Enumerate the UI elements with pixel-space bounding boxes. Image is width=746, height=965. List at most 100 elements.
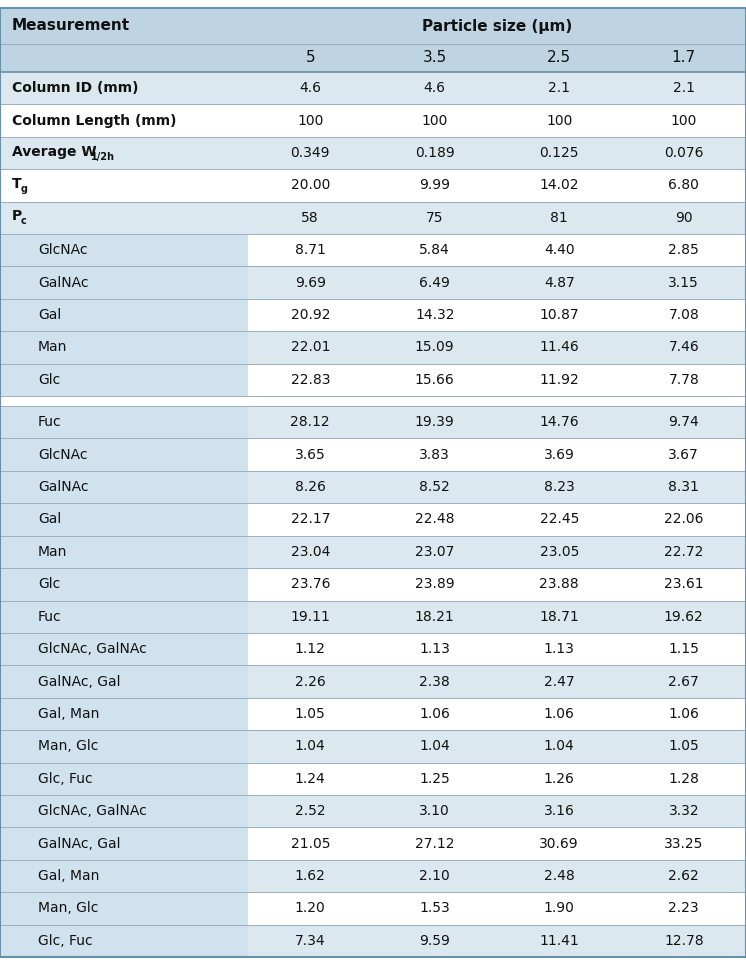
Bar bbox=[248, 331, 372, 364]
Bar bbox=[372, 406, 497, 438]
Text: 11.41: 11.41 bbox=[539, 934, 579, 948]
Text: Glc, Fuc: Glc, Fuc bbox=[38, 934, 93, 948]
Bar bbox=[621, 364, 746, 396]
Text: 7.34: 7.34 bbox=[295, 934, 325, 948]
Bar bbox=[372, 364, 497, 396]
Text: 7.08: 7.08 bbox=[668, 308, 699, 322]
Text: 28.12: 28.12 bbox=[290, 415, 330, 429]
Bar bbox=[372, 169, 497, 202]
Text: 5.84: 5.84 bbox=[419, 243, 450, 258]
Bar bbox=[497, 731, 621, 762]
Bar bbox=[0, 234, 248, 266]
Text: 22.17: 22.17 bbox=[290, 512, 330, 527]
Text: 2.47: 2.47 bbox=[544, 675, 574, 689]
Bar bbox=[0, 827, 248, 860]
Text: 1.05: 1.05 bbox=[668, 739, 699, 754]
Bar bbox=[621, 202, 746, 234]
Text: 1.20: 1.20 bbox=[295, 901, 325, 916]
Text: 12.78: 12.78 bbox=[664, 934, 703, 948]
Text: 2.10: 2.10 bbox=[419, 868, 450, 883]
Bar bbox=[248, 406, 372, 438]
Bar bbox=[0, 299, 248, 331]
Bar bbox=[248, 633, 372, 665]
Text: 33.25: 33.25 bbox=[664, 837, 703, 850]
Text: 23.07: 23.07 bbox=[415, 545, 454, 559]
Text: 1/2h: 1/2h bbox=[91, 152, 115, 161]
Text: 22.01: 22.01 bbox=[290, 341, 330, 354]
Bar bbox=[0, 44, 248, 72]
Bar bbox=[372, 795, 497, 827]
Text: 9.59: 9.59 bbox=[419, 934, 450, 948]
Text: Gal, Man: Gal, Man bbox=[38, 707, 99, 721]
Text: 23.76: 23.76 bbox=[290, 577, 330, 592]
Bar bbox=[248, 762, 372, 795]
Text: 11.46: 11.46 bbox=[539, 341, 579, 354]
Text: 1.28: 1.28 bbox=[668, 772, 699, 786]
Bar bbox=[372, 762, 497, 795]
Text: 2.1: 2.1 bbox=[673, 81, 695, 96]
Bar bbox=[621, 600, 746, 633]
Bar bbox=[0, 600, 248, 633]
Bar bbox=[497, 299, 621, 331]
Bar bbox=[0, 536, 248, 568]
Bar bbox=[497, 665, 621, 698]
Text: Man: Man bbox=[38, 545, 67, 559]
Text: 2.5: 2.5 bbox=[547, 50, 571, 66]
Text: GalNAc, Gal: GalNAc, Gal bbox=[38, 675, 121, 689]
Bar bbox=[497, 795, 621, 827]
Text: GlcNAc: GlcNAc bbox=[38, 243, 87, 258]
Bar bbox=[372, 665, 497, 698]
Bar bbox=[621, 665, 746, 698]
Text: 7.46: 7.46 bbox=[668, 341, 699, 354]
Text: 1.53: 1.53 bbox=[419, 901, 450, 916]
Bar bbox=[372, 299, 497, 331]
Text: 15.66: 15.66 bbox=[415, 372, 454, 387]
Text: 7.78: 7.78 bbox=[668, 372, 699, 387]
Bar bbox=[0, 698, 248, 731]
Text: 1.13: 1.13 bbox=[544, 642, 574, 656]
Text: 2.48: 2.48 bbox=[544, 868, 574, 883]
Bar bbox=[248, 104, 372, 137]
Bar bbox=[0, 266, 248, 299]
Text: 100: 100 bbox=[297, 114, 324, 127]
Text: 0.076: 0.076 bbox=[664, 146, 703, 160]
Text: 22.72: 22.72 bbox=[664, 545, 703, 559]
Text: Gal: Gal bbox=[38, 308, 61, 322]
Text: 3.15: 3.15 bbox=[668, 276, 699, 289]
Bar bbox=[497, 331, 621, 364]
Bar bbox=[0, 924, 248, 957]
Text: 75: 75 bbox=[426, 210, 444, 225]
Text: 2.85: 2.85 bbox=[668, 243, 699, 258]
Text: 10.87: 10.87 bbox=[539, 308, 579, 322]
Text: 3.69: 3.69 bbox=[544, 448, 574, 461]
Text: T: T bbox=[12, 177, 22, 191]
Bar bbox=[497, 44, 621, 72]
Bar bbox=[248, 44, 372, 72]
Bar bbox=[372, 504, 497, 536]
Bar bbox=[0, 471, 248, 504]
Bar bbox=[497, 202, 621, 234]
Bar bbox=[497, 536, 621, 568]
Text: Measurement: Measurement bbox=[12, 18, 130, 34]
Bar bbox=[621, 698, 746, 731]
Bar bbox=[0, 633, 248, 665]
Bar bbox=[248, 568, 372, 600]
Bar bbox=[621, 44, 746, 72]
Bar bbox=[621, 331, 746, 364]
Bar bbox=[372, 893, 497, 924]
Text: Gal, Man: Gal, Man bbox=[38, 868, 99, 883]
Text: c: c bbox=[21, 216, 27, 227]
Bar bbox=[372, 438, 497, 471]
Text: 23.89: 23.89 bbox=[415, 577, 454, 592]
Bar bbox=[0, 762, 248, 795]
Bar bbox=[248, 364, 372, 396]
Text: 1.13: 1.13 bbox=[419, 642, 450, 656]
Text: 1.05: 1.05 bbox=[295, 707, 325, 721]
Text: 23.04: 23.04 bbox=[290, 545, 330, 559]
Text: Man, Glc: Man, Glc bbox=[38, 901, 98, 916]
Bar bbox=[621, 795, 746, 827]
Text: 2.62: 2.62 bbox=[668, 868, 699, 883]
Text: 8.52: 8.52 bbox=[419, 481, 450, 494]
Bar bbox=[621, 504, 746, 536]
Bar bbox=[621, 536, 746, 568]
